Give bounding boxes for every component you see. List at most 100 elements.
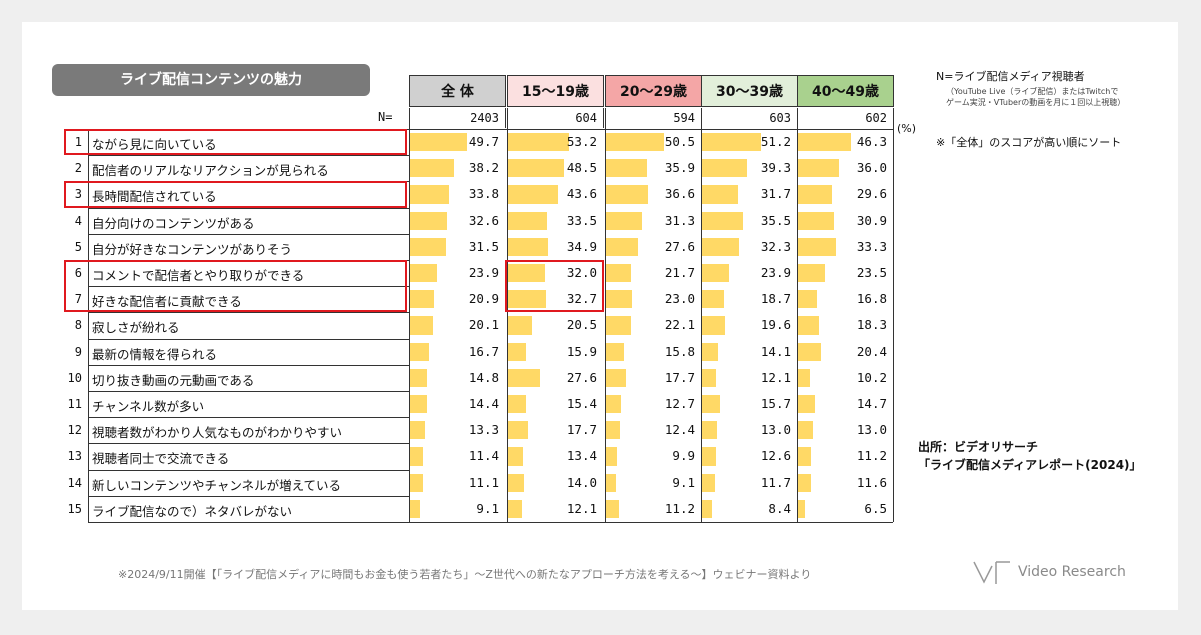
- data-bar: [508, 447, 524, 466]
- row-label: 新しいコンテンツやチャンネルが増えている: [92, 477, 342, 493]
- data-value: 16.8: [856, 291, 887, 307]
- row-separator: [88, 338, 409, 340]
- highlight-row-box: [64, 260, 407, 313]
- data-value: 9.9: [672, 448, 695, 464]
- row-separator: [88, 391, 409, 392]
- row-label: コメントで配信者とやり取りができる: [92, 268, 305, 283]
- data-value: 32.7: [566, 291, 597, 307]
- data-bar: [798, 473, 812, 492]
- data-value: 20.9: [468, 291, 499, 307]
- data-value: 53.2: [566, 134, 597, 149]
- data-value: 17.7: [566, 422, 597, 438]
- data-bar: [606, 211, 642, 230]
- data-value: 33.8: [468, 186, 499, 202]
- data-value: 23.0: [664, 291, 695, 307]
- column-header: 15～19歳: [507, 75, 604, 107]
- row-rank: 15: [67, 501, 82, 516]
- data-value: 31.3: [664, 212, 695, 228]
- data-bar: [606, 159, 648, 178]
- data-bar: [508, 133, 570, 152]
- data-bar: [702, 264, 730, 283]
- data-bar: [508, 211, 547, 230]
- data-bar: [410, 264, 438, 283]
- data-bar: [410, 159, 454, 178]
- row-rank: 12: [67, 423, 82, 438]
- data-value: 32.0: [566, 265, 597, 280]
- column-divider: [701, 108, 702, 522]
- row-rank: 8: [74, 318, 82, 333]
- data-value: 46.3: [856, 134, 887, 149]
- data-bar: [508, 185, 559, 204]
- row-rank: 14: [67, 475, 82, 490]
- data-bar: [410, 421, 426, 440]
- data-value: 12.1: [760, 369, 791, 385]
- row-label: 最新の情報を得られる: [92, 346, 218, 362]
- logo-text: Video Research: [1018, 564, 1126, 580]
- data-bar: [798, 185, 833, 204]
- data-value: 20.1: [468, 317, 499, 333]
- column-divider: [605, 108, 606, 522]
- data-value: 14.4: [468, 396, 499, 411]
- data-value: 32.6: [468, 212, 499, 228]
- data-value: 31.7: [760, 186, 791, 202]
- row-label: 寂しさが紛れる: [92, 320, 180, 336]
- data-value: 23.9: [468, 265, 499, 280]
- row-separator: [88, 286, 409, 288]
- sample-size: 594: [605, 108, 702, 128]
- data-value: 30.9: [856, 212, 887, 228]
- row-separator: [88, 364, 409, 366]
- data-value: 23.9: [760, 265, 791, 280]
- data-bar: [606, 421, 621, 440]
- data-bar: [798, 447, 811, 466]
- data-bar: [702, 368, 716, 387]
- data-value: 14.0: [566, 474, 597, 490]
- row-rank: 13: [67, 449, 82, 464]
- data-value: 6.5: [864, 500, 887, 516]
- source-line1: 出所：ビデオリサーチ: [918, 440, 1039, 454]
- sample-size: 603: [701, 108, 798, 128]
- row-separator: [88, 495, 409, 497]
- note-subtitle-line1: （YouTube Live（ライブ配信）またはTwitchで: [946, 87, 1119, 96]
- data-bar: [606, 499, 619, 518]
- data-value: 15.9: [566, 343, 597, 359]
- data-bar: [410, 473, 423, 492]
- data-bar: [702, 133, 761, 152]
- data-bar: [410, 499, 421, 518]
- row-label: 長時間配信されている: [92, 189, 217, 205]
- data-bar: [798, 159, 840, 178]
- data-value: 36.0: [856, 160, 887, 176]
- data-bar: [410, 395, 427, 414]
- row-label: 視聴者同士で交流できる: [92, 451, 230, 467]
- data-value: 18.7: [760, 291, 791, 307]
- data-bar: [410, 237, 447, 256]
- row-label: チャンネル数が多い: [92, 399, 205, 414]
- data-bar: [798, 211, 834, 230]
- data-bar: [606, 447, 618, 466]
- row-separator: [88, 469, 409, 471]
- data-bar: [702, 447, 717, 466]
- data-bar: [606, 316, 632, 335]
- highlight-row-box: [64, 129, 407, 156]
- data-value: 15.8: [664, 343, 695, 359]
- data-bar: [508, 368, 540, 387]
- data-bar: [606, 185, 649, 204]
- data-value: 14.7: [856, 396, 887, 411]
- data-value: 36.6: [664, 186, 695, 202]
- data-value: 11.7: [760, 474, 791, 490]
- row-rank: 2: [74, 161, 82, 176]
- source-note: 出所：ビデオリサーチ 「ライブ配信メディアレポート(2024)」: [918, 438, 1142, 474]
- data-bar: [606, 342, 625, 361]
- data-value: 12.6: [760, 448, 791, 464]
- data-value: 13.0: [760, 422, 791, 438]
- row-label: 配信者のリアルなリアクションが見られる: [92, 163, 329, 179]
- data-value: 9.1: [476, 500, 499, 516]
- sample-size: 604: [507, 108, 604, 128]
- data-value: 38.2: [468, 160, 499, 176]
- data-bar: [702, 185, 739, 204]
- row-label: 視聴者数がわかり人気なものがわかりやすい: [92, 425, 343, 441]
- data-value: 23.5: [856, 265, 887, 280]
- row-rank: 9: [74, 344, 82, 359]
- data-bar: [798, 342, 822, 361]
- data-value: 17.7: [664, 369, 695, 385]
- data-value: 9.1: [672, 474, 695, 490]
